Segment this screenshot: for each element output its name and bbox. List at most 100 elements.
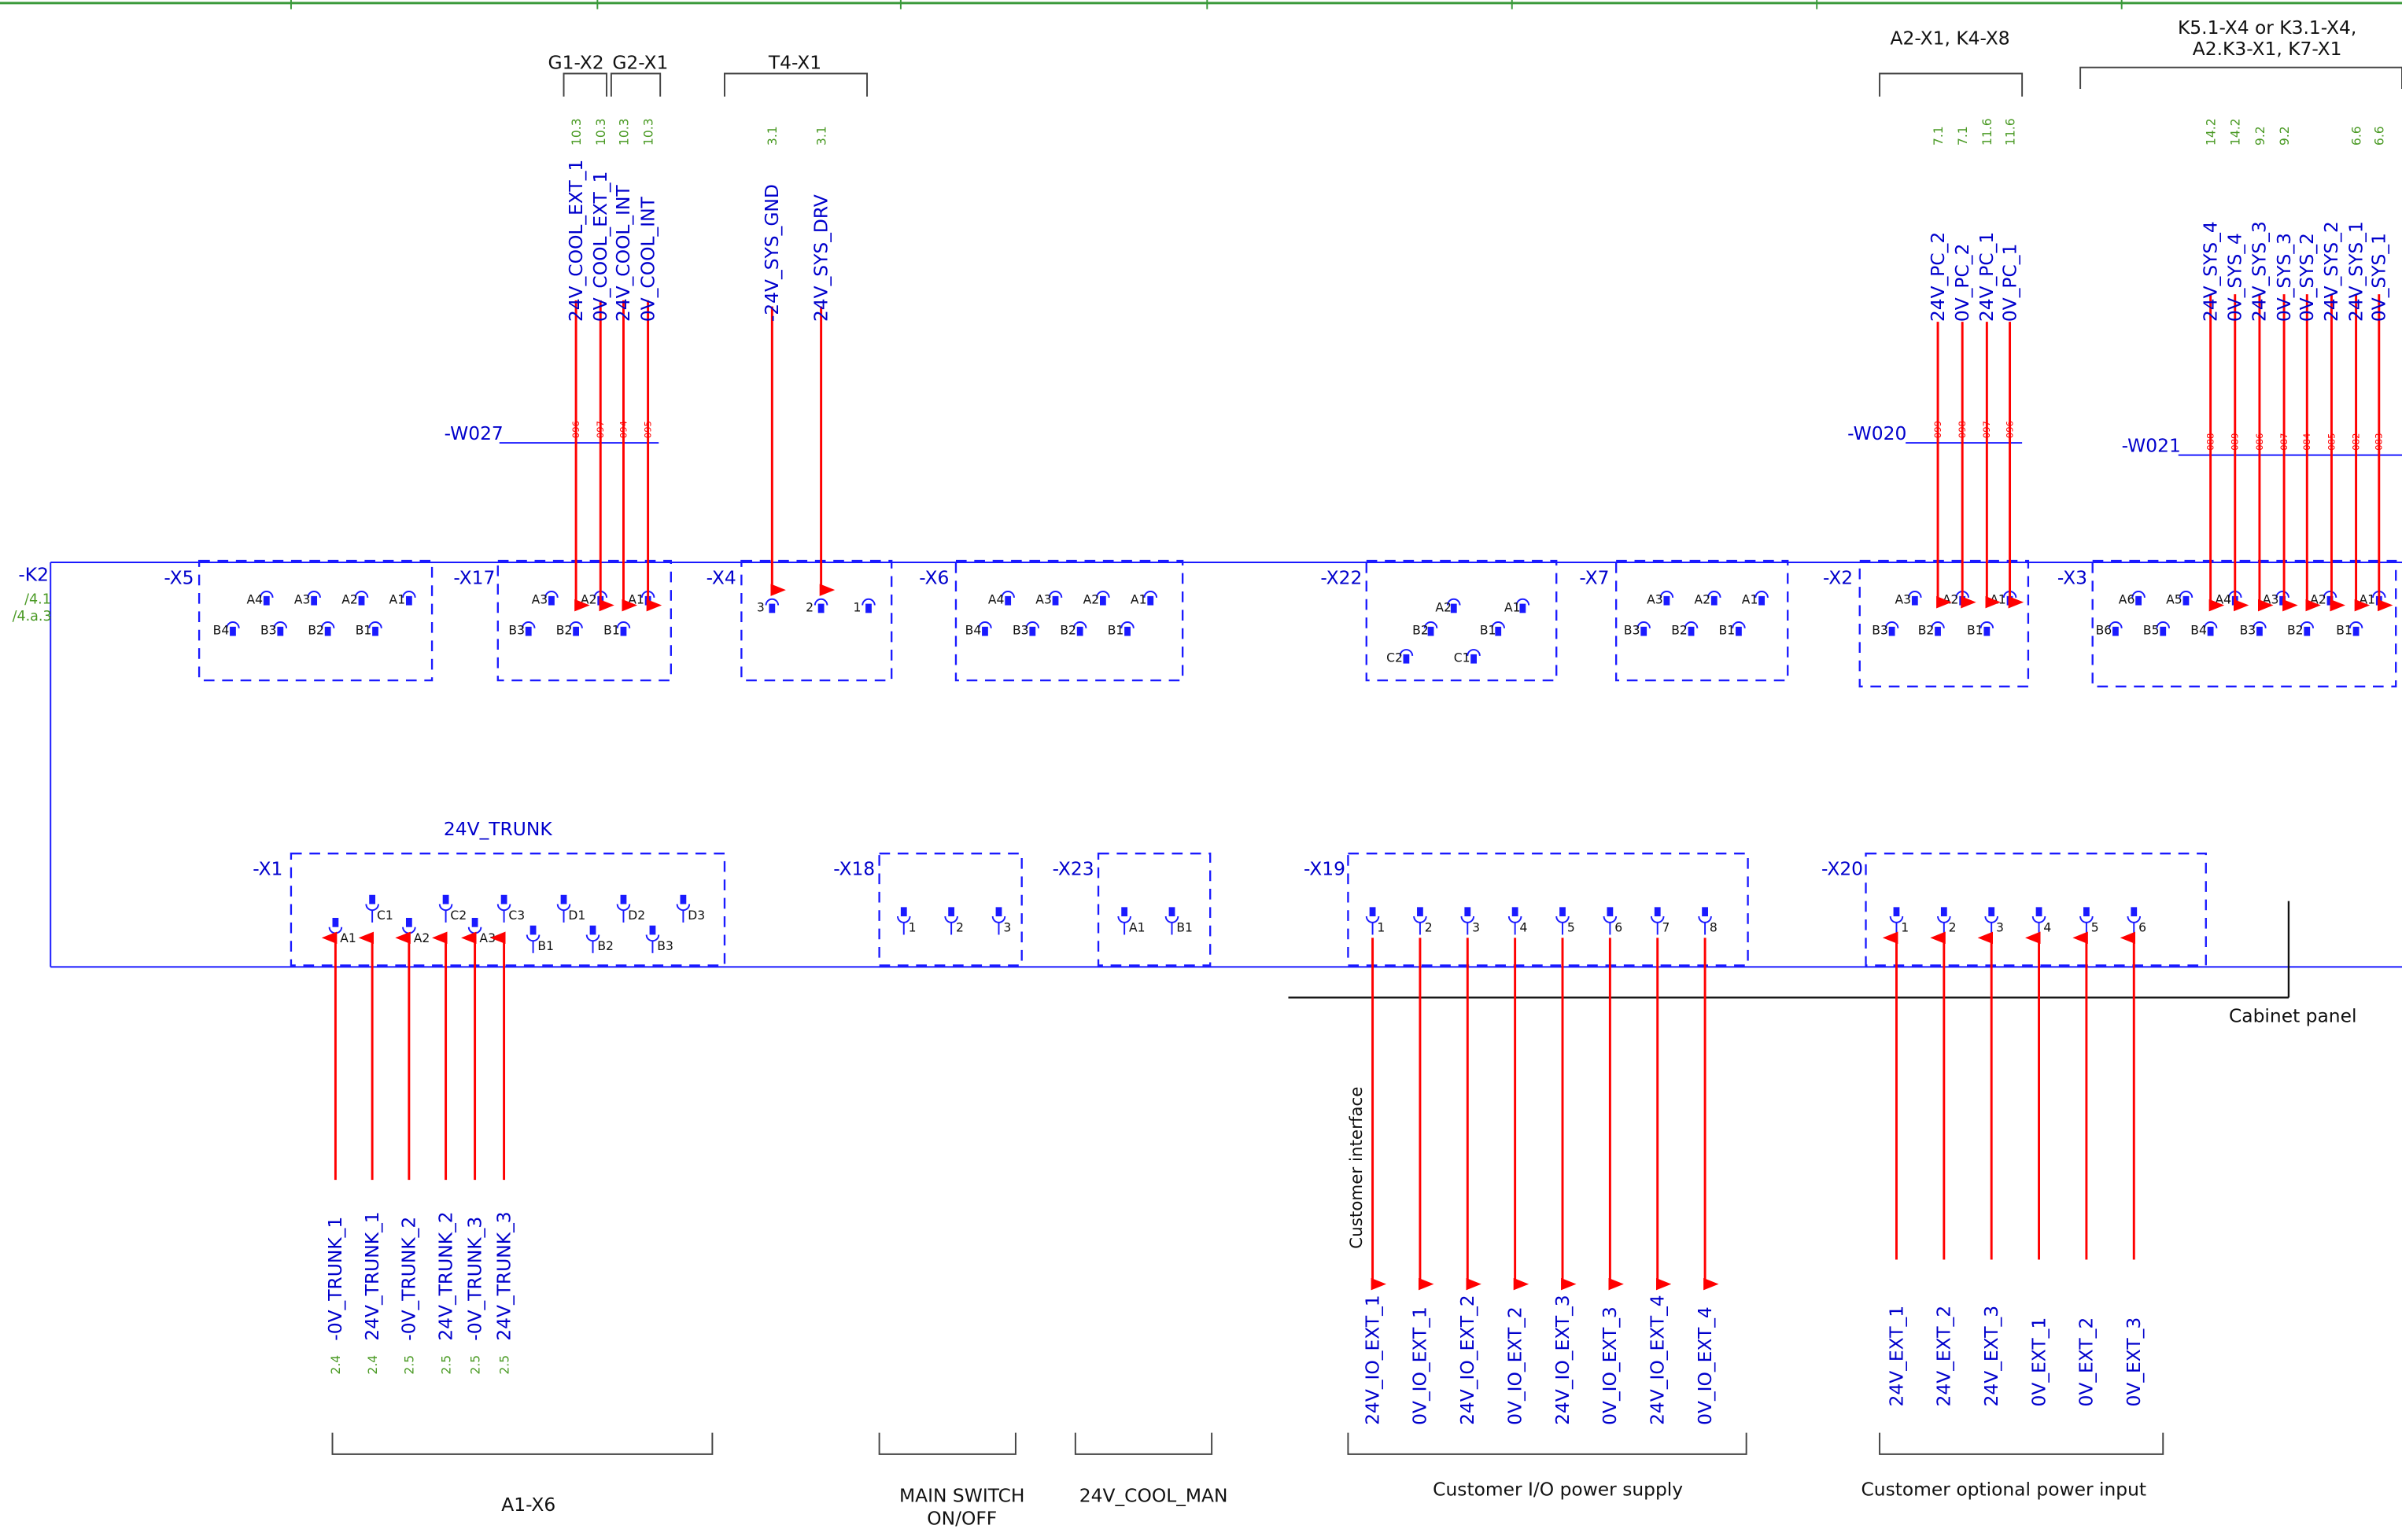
connector-pin: B2 — [1671, 621, 1699, 638]
io-signal-label: 0V_IO_EXT_3 — [1599, 1306, 1621, 1425]
pin-socket — [2348, 621, 2363, 628]
pin-label: 8 — [1710, 921, 1718, 935]
pin-label: A3 — [479, 931, 496, 945]
pin-label: 6 — [1614, 921, 1622, 935]
top-signal-label: 0V_SYS_3 — [2273, 233, 2295, 322]
pin-label: B1 — [1108, 624, 1124, 638]
connector-pin: 4 — [2031, 907, 2051, 935]
pin-contact — [1940, 907, 1947, 917]
pin-contact — [817, 603, 825, 613]
trunk-signal-label: -0V_TRUNK_1 — [324, 1217, 346, 1341]
optional-signal-label: 24V_EXT_2 — [1933, 1306, 1955, 1407]
pin-label: A3 — [294, 593, 311, 607]
pin-contact — [1710, 595, 1718, 606]
cable-core-number: 097 — [1981, 421, 1992, 438]
connectors: A4 B4 A3 B3 A2 B2 A1 B1 A3 B3 A2 B2 A1 B1 3 2 1 A4 B4 A3 B3 A… — [197, 559, 2397, 967]
cabinet-panel-label: Cabinet panel — [2229, 1004, 2356, 1026]
connector-pin: 8 — [1698, 907, 1718, 935]
connector-pin: B1 — [1719, 621, 1746, 638]
pin-socket — [2156, 621, 2171, 628]
pin-socket — [862, 598, 876, 606]
pin-contact — [865, 603, 872, 613]
cable-core-number: 086 — [2254, 433, 2265, 450]
top-group-label: T4-X1 — [768, 52, 821, 74]
pin-contact — [1168, 907, 1175, 917]
top-signal-ref: 6.6 — [2373, 126, 2387, 146]
pin-contact — [1470, 654, 1477, 664]
cable-label: -W027 — [445, 422, 504, 444]
pin-contact — [1427, 626, 1434, 636]
pin-label: B1 — [2336, 624, 2352, 638]
pin-socket — [307, 591, 321, 598]
group-bracket — [331, 1432, 714, 1455]
pin-socket — [1555, 916, 1570, 923]
pin-socket — [2203, 621, 2218, 628]
pin-contact — [277, 626, 284, 636]
bottom-group-label: MAIN SWITCH — [899, 1484, 1024, 1506]
pin-socket — [438, 904, 453, 912]
trunk-signal-ref: 2.4 — [329, 1355, 343, 1375]
group-bracket — [563, 72, 608, 97]
connector-pin: B1 — [2336, 621, 2363, 638]
pin-socket — [1698, 916, 1712, 923]
optional-signal-label: 24V_EXT_3 — [1980, 1306, 2002, 1407]
connector-pin: A3 — [532, 591, 559, 607]
connector-pin: B5 — [2143, 621, 2171, 638]
pin-label: A2 — [1435, 600, 1452, 614]
pin-contact — [1076, 626, 1083, 636]
pin-socket — [1889, 916, 1904, 923]
pin-socket — [2109, 621, 2123, 628]
group-bracket — [1074, 1432, 1213, 1455]
connector-pin: 3 — [1460, 907, 1480, 935]
top-signal-label: 24V_PC_1 — [1976, 232, 1998, 322]
top-signal-ref: 10.3 — [594, 118, 608, 146]
top-signal-label: 0V_SYS_4 — [2224, 233, 2246, 322]
pin-contact — [1559, 907, 1566, 917]
trunk-signal-label: 24V_TRUNK_2 — [434, 1211, 456, 1340]
pin-label: 3 — [757, 600, 765, 614]
connector-pin: A4 — [988, 591, 1015, 607]
top-signal-label: 24V_COOL_EXT_1 — [565, 160, 587, 322]
connector-pin: A3 — [1895, 591, 1922, 607]
cable-core-number: 095 — [643, 421, 654, 438]
connector-pin: D1 — [556, 894, 585, 923]
pin-label: B2 — [1671, 624, 1688, 638]
pin-label: B2 — [1060, 624, 1076, 638]
pin-contact — [1099, 595, 1106, 606]
connector-pin: 2 — [1413, 907, 1433, 935]
pin-socket — [1423, 621, 1438, 628]
connector-pin: C2 — [438, 894, 467, 923]
pin-label: A2 — [581, 593, 597, 607]
pin-socket — [496, 904, 511, 912]
top-signal-label: 0V_PC_1 — [1998, 244, 2020, 322]
connector-name: -X2 — [1823, 566, 1853, 588]
connector-pin: A4 — [246, 591, 274, 607]
pin-socket — [1984, 916, 1998, 923]
pin-contact — [2207, 626, 2214, 636]
pin-label: A5 — [2166, 593, 2182, 607]
pin-contact — [324, 626, 331, 636]
trunk-signal-ref: 2.5 — [497, 1355, 511, 1375]
pin-socket — [1884, 621, 1899, 628]
io-signal-label: 0V_IO_EXT_4 — [1694, 1306, 1716, 1425]
connector-name: -X5 — [164, 566, 194, 588]
pin-label: B5 — [2143, 624, 2160, 638]
pin-socket — [1365, 916, 1380, 923]
optional-signal-label: 24V_EXT_1 — [1885, 1306, 1907, 1407]
io-signal-label: 24V_IO_EXT_3 — [1552, 1295, 1574, 1425]
pin-socket — [616, 621, 631, 628]
top-signal-ref: 10.3 — [570, 118, 584, 146]
connector-pin: 5 — [1555, 907, 1575, 935]
connector-name: -X3 — [2057, 566, 2087, 588]
top-signal-label: 24V_SYS_4 — [2199, 221, 2221, 322]
connector-pin: 6 — [2127, 907, 2146, 935]
top-signal-ref: 9.2 — [2278, 126, 2292, 146]
pin-contact — [900, 907, 907, 917]
pin-contact — [1702, 907, 1708, 917]
cable-core-number: 094 — [618, 421, 629, 438]
pin-socket — [1515, 598, 1530, 606]
connector-pin: 3 — [1984, 907, 2004, 935]
top-group-label: K5.1-X4 or K3.1-X4, — [2178, 17, 2356, 39]
pin-label: B4 — [213, 624, 230, 638]
connector-housing — [954, 559, 1184, 682]
